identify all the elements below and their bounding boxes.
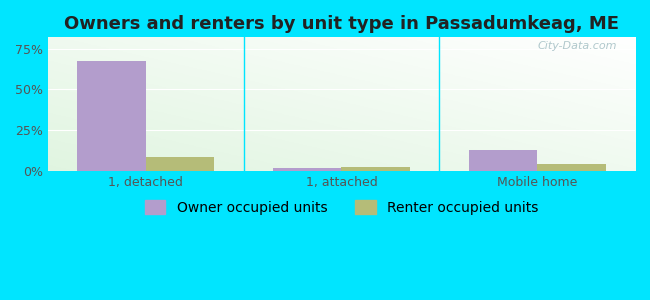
Bar	[77, 61, 146, 171]
Bar	[469, 150, 537, 171]
Legend: Owner occupied units, Renter occupied units: Owner occupied units, Renter occupied un…	[139, 194, 544, 220]
Title: Owners and renters by unit type in Passadumkeag, ME: Owners and renters by unit type in Passa…	[64, 15, 619, 33]
Bar	[146, 157, 214, 171]
Bar	[341, 167, 410, 171]
Text: City-Data.com: City-Data.com	[538, 41, 617, 51]
Bar	[273, 169, 341, 171]
Bar	[537, 164, 606, 171]
